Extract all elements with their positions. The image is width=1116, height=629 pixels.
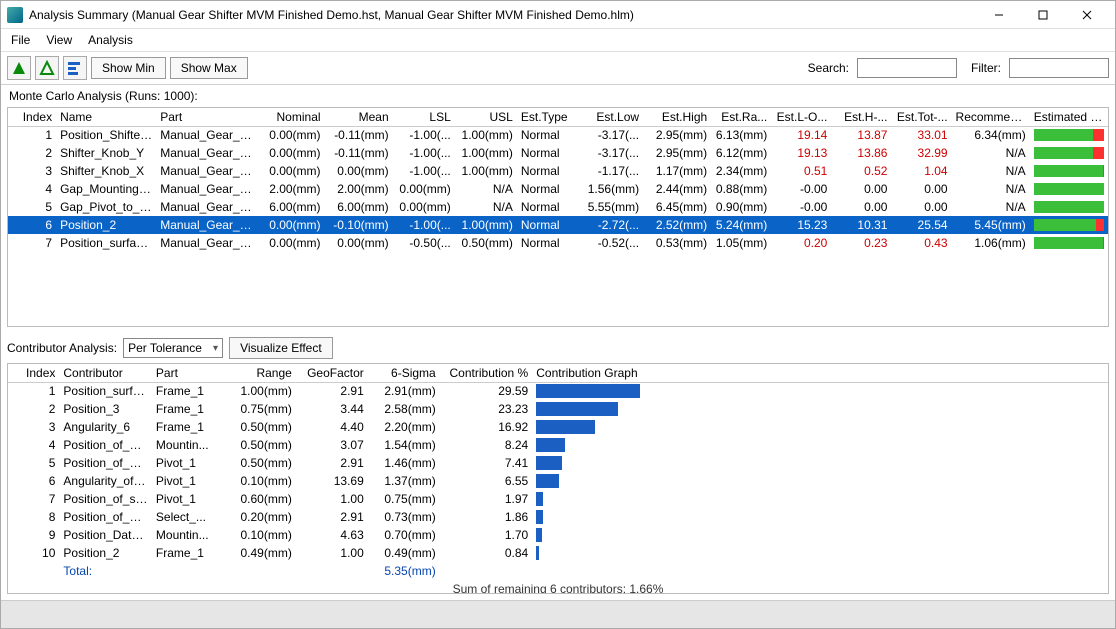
tree-filled-icon[interactable] bbox=[7, 56, 31, 80]
contrib-row[interactable]: 1Position_surfa...Frame_11.00(mm)2.912.9… bbox=[8, 382, 1108, 400]
show-max-button[interactable]: Show Max bbox=[170, 57, 248, 79]
contribution-bar bbox=[536, 546, 539, 560]
maximize-button[interactable] bbox=[1021, 1, 1065, 29]
contrib-row[interactable]: 5Position_of_ho...Pivot_10.50(mm)2.911.4… bbox=[8, 454, 1108, 472]
mc-row[interactable]: 1Position_Shifter_...Manual_Gear_Sh...0.… bbox=[8, 126, 1108, 144]
menu-analysis[interactable]: Analysis bbox=[88, 33, 133, 47]
toolbar: Show Min Show Max Search: Filter: bbox=[1, 52, 1115, 85]
mc-row[interactable]: 5Gap_Pivot_to_StickManual_Gear_Sh...6.00… bbox=[8, 198, 1108, 216]
mc-col-header[interactable]: USL bbox=[455, 108, 517, 126]
mc-grid[interactable]: IndexNamePartNominalMeanLSLUSLEst.TypeEs… bbox=[7, 107, 1109, 327]
mc-section-label: Monte Carlo Analysis (Runs: 1000): bbox=[1, 85, 1115, 107]
contrib-col-header[interactable]: GeoFactor bbox=[296, 364, 368, 382]
filter-input[interactable] bbox=[1009, 58, 1109, 78]
performance-bar bbox=[1034, 218, 1104, 232]
contrib-col-header[interactable]: Contribution % bbox=[440, 364, 533, 382]
mc-col-header[interactable]: Estimated P... bbox=[1030, 108, 1108, 126]
mc-col-header[interactable]: Est.Low bbox=[575, 108, 643, 126]
menu-view[interactable]: View bbox=[46, 33, 72, 47]
show-min-button[interactable]: Show Min bbox=[91, 57, 166, 79]
contribution-bar bbox=[536, 384, 640, 398]
menu-file[interactable]: File bbox=[11, 33, 30, 47]
performance-bar bbox=[1034, 164, 1104, 178]
mc-col-header[interactable]: Name bbox=[56, 108, 156, 126]
contribution-bar bbox=[536, 402, 617, 416]
performance-bar bbox=[1034, 236, 1104, 250]
mc-col-header[interactable]: Nominal bbox=[256, 108, 324, 126]
mc-col-header[interactable]: Est.Type bbox=[517, 108, 575, 126]
contrib-row[interactable]: 2Position_3Frame_10.75(mm)3.442.58(mm)23… bbox=[8, 400, 1108, 418]
contribution-bar bbox=[536, 456, 562, 470]
contrib-row[interactable]: 7Position_of_slo...Pivot_10.60(mm)1.000.… bbox=[8, 490, 1108, 508]
mc-row[interactable]: 2Shifter_Knob_YManual_Gear_Sh...0.00(mm)… bbox=[8, 144, 1108, 162]
search-input[interactable] bbox=[857, 58, 957, 78]
mc-col-header[interactable]: Part bbox=[156, 108, 256, 126]
performance-bar bbox=[1034, 128, 1104, 142]
mc-col-header[interactable]: Index bbox=[8, 108, 56, 126]
contrib-sum-row: Sum of remaining 6 contributors: 1.66% bbox=[8, 580, 1108, 594]
mc-col-header[interactable]: Est.Ra... bbox=[711, 108, 771, 126]
mc-col-header[interactable]: Recommen... bbox=[952, 108, 1030, 126]
contrib-mode-value: Per Tolerance bbox=[128, 341, 202, 355]
close-button[interactable] bbox=[1065, 1, 1109, 29]
mc-col-header[interactable]: Est.High bbox=[643, 108, 711, 126]
tree-outline-icon[interactable] bbox=[35, 56, 59, 80]
contrib-col-header[interactable]: Range bbox=[224, 364, 296, 382]
chevron-down-icon: ▾ bbox=[213, 343, 218, 354]
app-icon bbox=[7, 7, 23, 23]
mc-col-header[interactable]: Mean bbox=[325, 108, 393, 126]
contribution-bar bbox=[536, 420, 595, 434]
contribution-bar bbox=[536, 474, 559, 488]
contrib-col-header[interactable]: Contributor bbox=[59, 364, 152, 382]
contrib-col-header[interactable]: Index bbox=[8, 364, 59, 382]
contrib-row[interactable]: 4Position_of_ho...Mountin...0.50(mm)3.07… bbox=[8, 436, 1108, 454]
titlebar: Analysis Summary (Manual Gear Shifter MV… bbox=[1, 1, 1115, 29]
contribution-bar bbox=[536, 492, 543, 506]
contrib-col-header[interactable]: Part bbox=[152, 364, 224, 382]
contribution-bar bbox=[536, 510, 543, 524]
mc-row[interactable]: 3Shifter_Knob_XManual_Gear_Sh...0.00(mm)… bbox=[8, 162, 1108, 180]
mc-row[interactable]: 4Gap_Mounting_B...Manual_Gear_Sh...2.00(… bbox=[8, 180, 1108, 198]
analysis-summary-window: Analysis Summary (Manual Gear Shifter MV… bbox=[0, 0, 1116, 629]
contrib-row[interactable]: 9Position_Datu...Mountin...0.10(mm)4.630… bbox=[8, 526, 1108, 544]
contrib-row[interactable]: 8Position_of_ba...Select_...0.20(mm)2.91… bbox=[8, 508, 1108, 526]
contrib-grid[interactable]: IndexContributorPartRangeGeoFactor6-Sigm… bbox=[7, 363, 1109, 594]
mc-col-header[interactable]: Est.L-O... bbox=[771, 108, 831, 126]
minimize-button[interactable] bbox=[977, 1, 1021, 29]
statusbar bbox=[1, 600, 1115, 628]
contrib-row[interactable]: 6Angularity_of_...Pivot_10.10(mm)13.691.… bbox=[8, 472, 1108, 490]
mc-row[interactable]: 6Position_2Manual_Gear_Sh...0.00(mm)-0.1… bbox=[8, 216, 1108, 234]
contrib-col-header[interactable]: 6-Sigma bbox=[368, 364, 440, 382]
performance-bar bbox=[1034, 200, 1104, 214]
performance-bar bbox=[1034, 182, 1104, 196]
contribution-bar bbox=[536, 438, 565, 452]
visualize-effect-button[interactable]: Visualize Effect bbox=[229, 337, 333, 359]
contrib-row[interactable]: 3Angularity_6Frame_10.50(mm)4.402.20(mm)… bbox=[8, 418, 1108, 436]
mc-col-header[interactable]: Est.Tot-... bbox=[891, 108, 951, 126]
contrib-label: Contributor Analysis: bbox=[7, 341, 117, 355]
search-label: Search: bbox=[808, 61, 849, 75]
performance-bar bbox=[1034, 146, 1104, 160]
filter-label: Filter: bbox=[971, 61, 1001, 75]
mc-col-header[interactable]: Est.H-... bbox=[831, 108, 891, 126]
mc-row[interactable]: 7Position_surfacic...Manual_Gear_Sh...0.… bbox=[8, 234, 1108, 252]
contrib-mode-select[interactable]: Per Tolerance ▾ bbox=[123, 338, 223, 358]
menubar: File View Analysis bbox=[1, 29, 1115, 52]
contrib-toolbar: Contributor Analysis: Per Tolerance ▾ Vi… bbox=[1, 333, 1115, 363]
contrib-col-header[interactable]: Contribution Graph bbox=[532, 364, 1108, 382]
mc-col-header[interactable]: LSL bbox=[393, 108, 455, 126]
contrib-total-row: Total:5.35(mm) bbox=[8, 562, 1108, 580]
contribution-bar bbox=[536, 528, 542, 542]
window-title: Analysis Summary (Manual Gear Shifter MV… bbox=[29, 8, 977, 22]
bars-icon[interactable] bbox=[63, 56, 87, 80]
contrib-row[interactable]: 10Position_2Frame_10.49(mm)1.000.49(mm)0… bbox=[8, 544, 1108, 562]
